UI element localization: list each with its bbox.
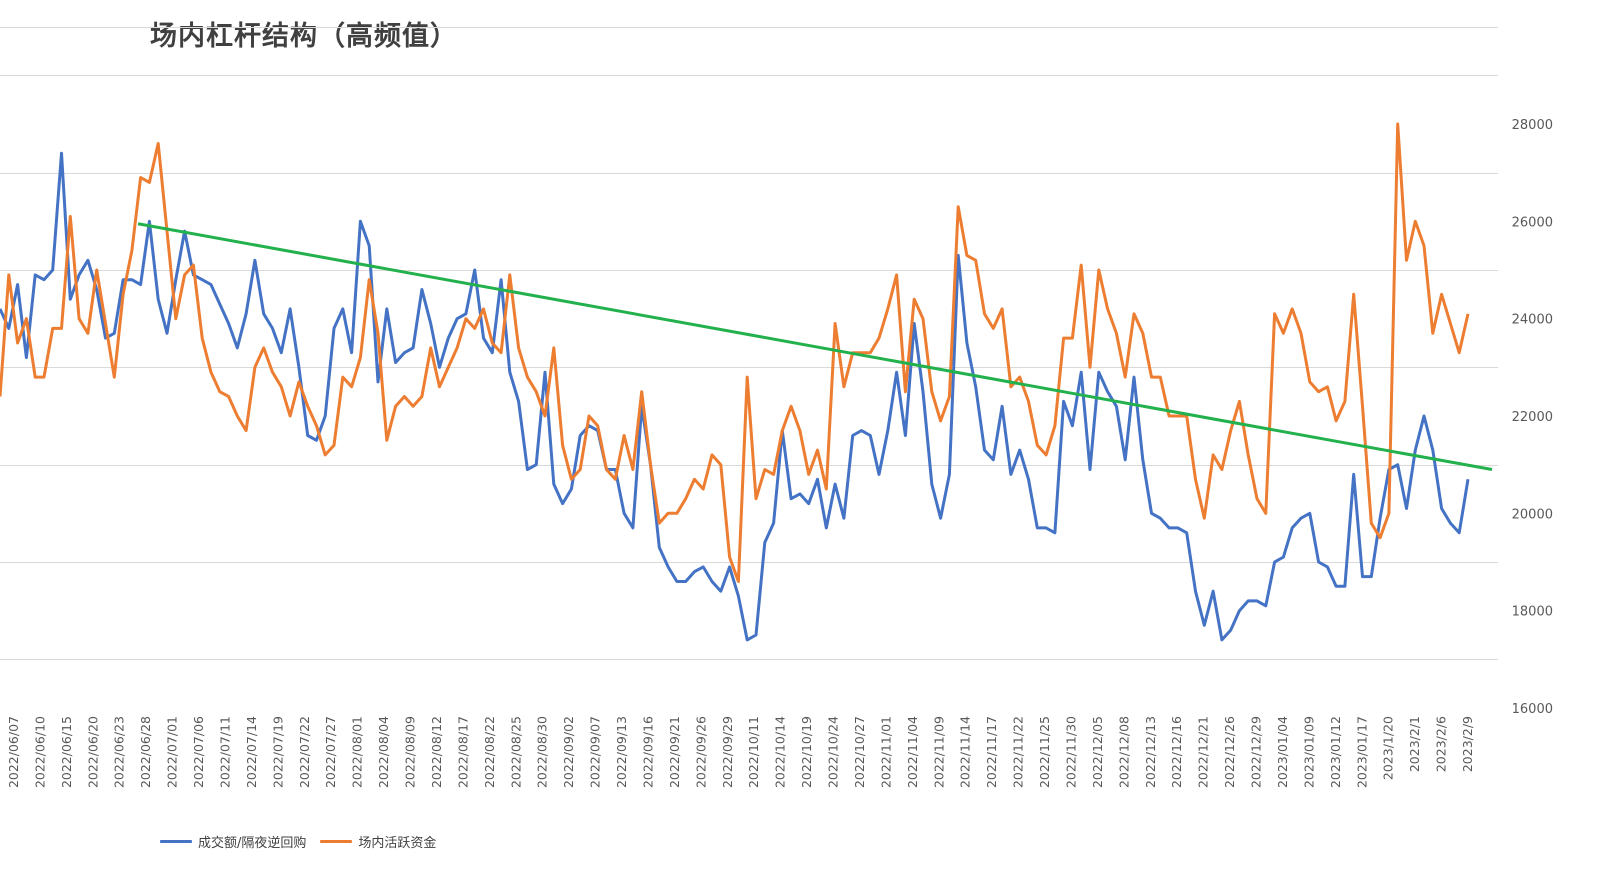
x-tick-label: 2022/12/16 <box>1169 716 1184 788</box>
y-tick-label: 28000 <box>1512 118 1553 133</box>
series-line-2 <box>0 122 1470 583</box>
y-tick-label: 22000 <box>1512 410 1553 425</box>
x-tick-label: 2022/08/09 <box>403 716 418 788</box>
x-tick-label: 2022/06/28 <box>138 716 153 788</box>
x-tick-label: 2022/08/30 <box>535 716 550 788</box>
x-tick-label: 2023/01/09 <box>1301 716 1316 788</box>
x-tick-label: 2022/07/19 <box>270 716 285 788</box>
x-tick-label: 2022/11/04 <box>905 716 920 788</box>
y-tick-label: 24000 <box>1512 313 1553 328</box>
y-tick-label: 20000 <box>1512 507 1553 522</box>
x-tick-label: 2022/08/17 <box>455 716 470 788</box>
series-lines <box>0 122 1470 642</box>
series-line-1 <box>0 151 1470 642</box>
x-tick-label: 2022/10/19 <box>799 716 814 788</box>
x-tick-label: 2022/09/29 <box>720 716 735 788</box>
legend-label-series-2: 场内活跃资金 <box>358 836 437 851</box>
x-tick-label: 2023/2/1 <box>1407 716 1422 772</box>
x-tick-label: 2023/01/04 <box>1275 716 1290 788</box>
x-tick-label: 2022/12/21 <box>1196 716 1211 788</box>
x-tick-label: 2022/08/12 <box>429 716 444 788</box>
x-tick-label: 2022/06/10 <box>32 716 47 788</box>
x-tick-label: 2023/01/17 <box>1354 716 1369 788</box>
x-tick-label: 2022/09/13 <box>614 716 629 788</box>
x-tick-label: 2022/11/17 <box>984 716 999 788</box>
x-tick-label: 2022/06/15 <box>59 716 74 788</box>
x-tick-label: 2022/07/06 <box>191 716 206 788</box>
x-tick-label: 2022/10/14 <box>773 716 788 788</box>
x-tick-label: 2022/10/27 <box>852 716 867 788</box>
x-tick-label: 2022/12/05 <box>1090 716 1105 788</box>
legend-swatch-blue <box>160 840 192 843</box>
x-tick-label: 2022/07/22 <box>297 716 312 788</box>
x-tick-label: 2022/10/24 <box>826 716 841 788</box>
x-tick-label: 2022/12/29 <box>1249 716 1264 788</box>
x-tick-label: 2022/08/25 <box>508 716 523 788</box>
x-tick-label: 2022/12/08 <box>1116 716 1131 788</box>
x-tick-label: 2022/11/01 <box>878 716 893 788</box>
x-tick-label: 2022/06/23 <box>112 716 127 788</box>
legend: 成交额/隔夜逆回购 场内活跃资金 <box>160 832 436 851</box>
x-tick-label: 2022/12/26 <box>1222 716 1237 788</box>
y-tick-label: 18000 <box>1512 605 1553 620</box>
x-tick-label: 2022/09/21 <box>667 716 682 788</box>
x-tick-label: 2022/08/01 <box>350 716 365 788</box>
legend-label-series-1: 成交额/隔夜逆回购 <box>198 836 307 851</box>
y-axis-ticks: 16000 18000 20000 22000 24000 26000 28000 <box>1512 118 1553 717</box>
x-axis-ticks: 2022/06/07 2022/06/10 2022/06/15 2022/06/20… <box>6 716 1475 788</box>
x-tick-label: 2022/08/22 <box>482 716 497 788</box>
trendline <box>137 222 1493 472</box>
x-tick-label: 2022/11/09 <box>931 716 946 788</box>
x-tick-label: 2022/09/26 <box>693 716 708 788</box>
x-tick-label: 2022/11/25 <box>1037 716 1052 788</box>
legend-item-series-1: 成交额/隔夜逆回购 <box>160 832 306 851</box>
x-tick-label: 2022/11/22 <box>1011 716 1026 788</box>
x-tick-label: 2023/2/9 <box>1460 716 1475 772</box>
chart-title: 场内杠杆结构（高频值） <box>150 21 458 52</box>
x-tick-label: 2022/09/07 <box>588 716 603 788</box>
x-tick-label: 2023/01/12 <box>1328 716 1343 788</box>
x-tick-label: 2022/09/16 <box>640 716 655 788</box>
x-tick-label: 2022/07/27 <box>323 716 338 788</box>
y-tick-label: 16000 <box>1512 702 1553 717</box>
x-tick-label: 2023/1/20 <box>1381 716 1396 780</box>
x-tick-label: 2022/06/20 <box>85 716 100 788</box>
x-tick-label: 2022/09/02 <box>561 716 576 788</box>
x-tick-label: 2022/08/04 <box>376 716 391 788</box>
x-tick-label: 2022/07/01 <box>165 716 180 788</box>
x-tick-label: 2022/10/11 <box>746 716 761 788</box>
x-tick-label: 2022/11/30 <box>1063 716 1078 788</box>
gridlines <box>0 27 1498 660</box>
legend-swatch-orange <box>320 840 353 843</box>
x-tick-label: 2023/2/6 <box>1434 716 1449 772</box>
legend-item-series-2: 场内活跃资金 <box>320 832 436 851</box>
x-tick-label: 2022/07/11 <box>217 716 232 788</box>
x-tick-label: 2022/11/14 <box>958 716 973 788</box>
trendline-line <box>137 222 1493 472</box>
x-tick-label: 2022/06/07 <box>6 716 21 788</box>
y-tick-label: 26000 <box>1512 215 1553 230</box>
x-tick-label: 2022/07/14 <box>244 716 259 788</box>
x-tick-label: 2022/12/13 <box>1143 716 1158 788</box>
